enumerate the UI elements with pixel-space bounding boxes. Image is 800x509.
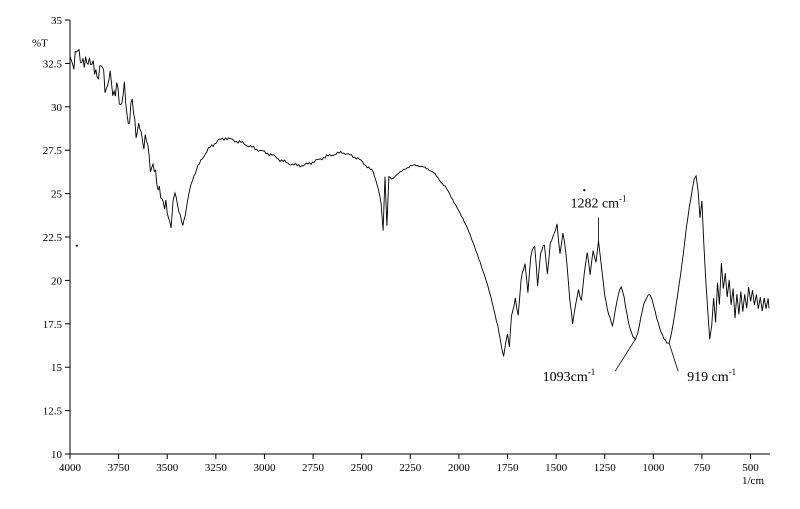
x-tick-label: 2250 [399, 462, 422, 474]
y-tick-label: 20 [51, 275, 63, 287]
x-tick-label: 1500 [545, 462, 568, 474]
x-tick-label: 1000 [642, 462, 665, 474]
spectrum-svg: 10 12.5 15 17.5 20 22.5 25 27.5 30 32.5 35%T 4000 37… [0, 0, 800, 509]
peak-annotation: 1093cm-1 [543, 367, 596, 385]
x-tick-label: 1250 [594, 462, 617, 474]
y-tick-label: 30 [51, 102, 63, 114]
spectrum-plot: 10 12.5 15 17.5 20 22.5 25 27.5 30 32.5 35%T 4000 37… [0, 0, 800, 509]
x-tick-label: 3500 [156, 462, 179, 474]
x-tick-label: 750 [694, 462, 711, 474]
y-tick-label: 22.5 [43, 232, 63, 244]
x-tick-label: 3000 [253, 462, 276, 474]
y-tick-label: 25 [51, 189, 63, 201]
x-tick-label: 3750 [108, 462, 131, 474]
x-tick-label: 2000 [448, 462, 471, 474]
y-tick-label: 27.5 [43, 145, 63, 157]
peak-annotation: 1282 cm-1 [570, 193, 626, 211]
x-tick-label: 2500 [351, 462, 374, 474]
x-tick-label: 3250 [205, 462, 228, 474]
y-tick-label: 15 [51, 362, 63, 374]
x-tick-label: 4000 [59, 462, 82, 474]
y-tick-label: 12.5 [43, 406, 63, 418]
y-tick-label: 35 [51, 15, 63, 27]
y-tick-label: 32.5 [43, 58, 63, 70]
x-tick-label: 1750 [497, 462, 520, 474]
x-axis-label: 1/cm [742, 475, 764, 487]
y-tick-label: 17.5 [43, 319, 63, 331]
y-tick-label: 10 [51, 449, 63, 461]
scan-artifact-dot [583, 189, 585, 191]
scan-artifact-dot [76, 245, 78, 247]
x-tick-label: 500 [742, 462, 759, 474]
y-axis-label: %T [32, 37, 48, 49]
x-tick-label: 2750 [302, 462, 325, 474]
